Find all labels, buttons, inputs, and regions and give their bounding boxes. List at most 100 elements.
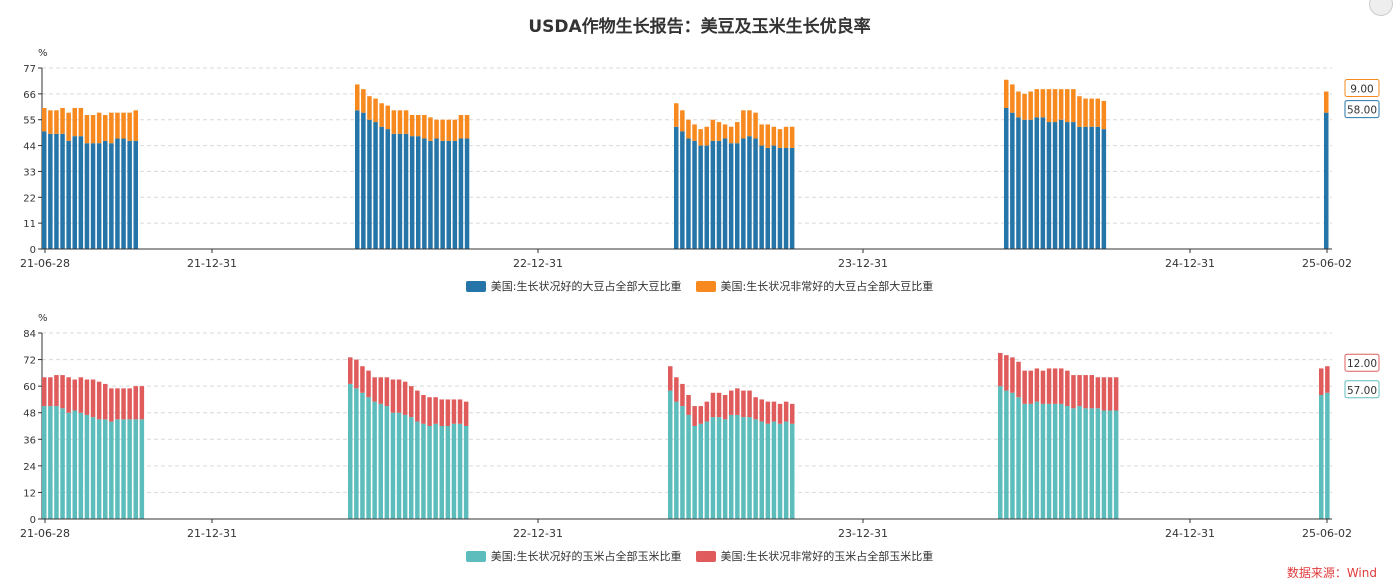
bar-excellent: [1010, 84, 1015, 113]
bar-excellent: [759, 399, 764, 422]
bar-excellent: [698, 129, 703, 146]
bar-good: [998, 386, 1003, 519]
bar-good: [391, 133, 397, 249]
bar-excellent: [789, 126, 795, 148]
bar-excellent: [1083, 375, 1088, 409]
legend-label: 美国:生长状况非常好的玉米占全部玉米比重: [720, 550, 934, 563]
bar-excellent: [1059, 368, 1064, 404]
bar-excellent: [54, 375, 59, 407]
bar-good: [66, 412, 71, 519]
bar-excellent: [1325, 366, 1330, 393]
x-tick-label: 22-12-31: [513, 527, 563, 540]
bar-excellent: [60, 107, 65, 134]
bar-good: [84, 414, 90, 519]
bar-good: [1101, 129, 1107, 249]
bar-excellent: [384, 377, 390, 407]
data-source: 数据来源：Wind: [1286, 566, 1377, 580]
bar-excellent: [127, 112, 132, 141]
bar-excellent: [747, 390, 752, 418]
bar-good: [783, 421, 789, 519]
bar-excellent: [464, 115, 470, 139]
bar-good: [692, 140, 697, 249]
legend-item-corn-good[interactable]: 美国:生长状况好的玉米占全部玉米比重: [465, 548, 682, 564]
bar-excellent: [446, 119, 451, 141]
bar-good: [1083, 408, 1088, 519]
bar-good: [1046, 122, 1052, 249]
bar-excellent: [66, 377, 71, 413]
legend-label: 美国:生长状况好的玉米占全部玉米比重: [490, 550, 682, 563]
bar-good: [686, 138, 691, 249]
bar-excellent: [741, 110, 746, 139]
bar-excellent: [753, 397, 758, 420]
bar-excellent: [396, 379, 402, 413]
y-tick-label: 55: [23, 116, 36, 127]
bar-good: [1089, 408, 1094, 519]
y-tick-label: 24: [23, 462, 36, 473]
y-tick-label: 72: [23, 356, 36, 367]
y-tick-label: 0: [30, 245, 36, 256]
y-unit-label: %: [38, 48, 48, 59]
bar-excellent: [115, 388, 120, 420]
bar-excellent: [686, 395, 691, 415]
y-tick-label: 84: [23, 329, 36, 340]
x-tick-label: 25-06-02: [1302, 527, 1352, 540]
bar-good: [422, 138, 427, 249]
bar-good: [434, 138, 439, 249]
bar-excellent: [378, 377, 383, 404]
bar-excellent: [668, 366, 673, 391]
bar-good: [741, 417, 746, 519]
bar-good: [409, 417, 414, 519]
bar-good: [783, 147, 789, 249]
bar-excellent: [1324, 91, 1329, 113]
bar-good: [372, 401, 377, 519]
bar-excellent: [1034, 368, 1040, 402]
bar-excellent: [42, 377, 47, 407]
legend-item-soy-good[interactable]: 美国:生长状况好的大豆占全部大豆比重: [465, 278, 682, 294]
bar-excellent: [416, 115, 421, 137]
corn-legend: 美国:生长状况好的玉米占全部玉米比重 美国:生长状况非常好的玉米占全部玉米比重: [0, 548, 1399, 564]
bar-good: [1071, 122, 1076, 249]
bar-excellent: [1101, 100, 1107, 130]
bar-excellent: [60, 375, 65, 409]
legend-swatch: [465, 280, 486, 292]
bar-excellent: [1058, 89, 1064, 120]
bar-excellent: [704, 401, 710, 422]
bar-good: [452, 140, 458, 249]
bar-good: [1319, 395, 1324, 519]
y-tick-label: 22: [23, 193, 36, 204]
bar-excellent: [998, 352, 1003, 387]
bar-good: [379, 126, 384, 249]
bar-excellent: [409, 386, 414, 418]
bar-excellent: [1077, 96, 1082, 127]
y-tick-label: 36: [23, 435, 36, 446]
bar-excellent: [1071, 375, 1076, 409]
bar-excellent: [704, 126, 709, 146]
bar-good: [729, 414, 734, 519]
bar-good: [1071, 408, 1076, 519]
bar-good: [378, 403, 383, 519]
bar-excellent: [765, 401, 771, 424]
bar-excellent: [96, 112, 102, 144]
bar-excellent: [771, 401, 777, 422]
bar-excellent: [771, 126, 777, 146]
y-tick-label: 0: [30, 515, 36, 526]
label-excellent-latest: 9.00: [1350, 84, 1373, 96]
x-tick-label: 25-06-02: [1302, 257, 1352, 270]
bar-excellent: [1004, 355, 1009, 391]
bar-excellent: [54, 110, 59, 134]
bar-good: [361, 112, 366, 249]
bar-excellent: [96, 381, 102, 420]
bar-good: [1077, 406, 1082, 519]
bar-excellent: [783, 401, 789, 422]
bar-good: [133, 140, 138, 249]
legend-item-corn-excellent[interactable]: 美国:生长状况非常好的玉米占全部玉米比重: [695, 548, 934, 564]
bar-good: [385, 129, 390, 249]
bar-excellent: [1022, 93, 1027, 120]
bar-excellent: [367, 96, 372, 120]
bar-good: [403, 133, 409, 249]
bar-good: [759, 145, 764, 249]
legend-item-soy-excellent[interactable]: 美国:生长状况非常好的大豆占全部大豆比重: [695, 278, 933, 294]
bar-excellent: [1101, 377, 1107, 411]
bar-excellent: [747, 110, 752, 137]
bar-excellent: [121, 112, 126, 139]
